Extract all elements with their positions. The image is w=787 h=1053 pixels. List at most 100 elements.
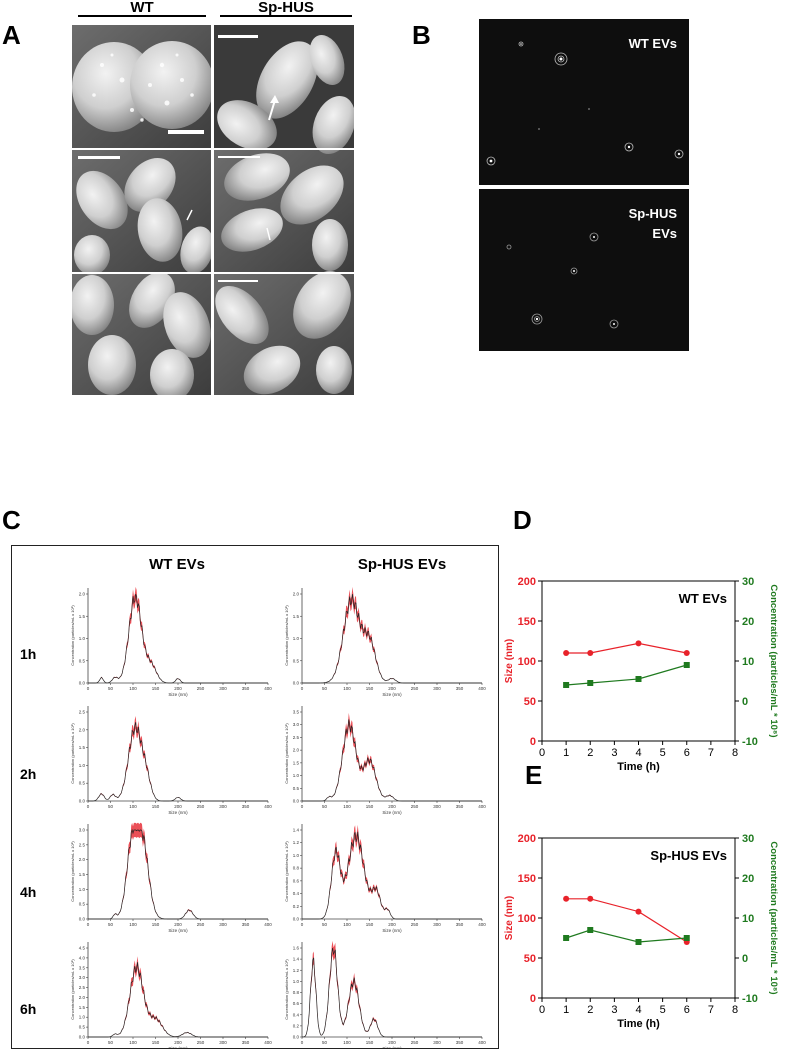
- size-series-line: [566, 898, 688, 943]
- nta-plot-4h-sphus: 0.0 0.2 0.4 0.6 0.8 1.0 1.2 1.4 0 50 100 150 200 250 3…: [284, 824, 486, 933]
- nta-x-tick-label: 150: [152, 922, 160, 927]
- nta-x-tick-label: 200: [388, 922, 396, 927]
- concentration-point: [635, 676, 642, 682]
- nta-y-tick-label: 3.0: [79, 828, 86, 833]
- nta-error-band: [88, 822, 268, 919]
- concentration-series-line: [566, 664, 687, 686]
- left-y-tick-label: 0: [530, 736, 536, 748]
- x-tick-label: 2: [587, 1004, 593, 1016]
- nta-y-tick-label: 1.0: [293, 636, 300, 641]
- nta-y-tick-label: 3.0: [79, 975, 86, 980]
- nta-y-tick-label: 3.5: [79, 965, 86, 970]
- concentration-point: [587, 927, 594, 933]
- nta-y-tick-label: 2.5: [79, 842, 86, 847]
- nta-x-axis-label: Size (nm): [382, 810, 402, 815]
- nta-y-tick-label: 2.0: [293, 592, 300, 597]
- nta-x-axis-label: Size (nm): [168, 1046, 188, 1048]
- left-y-tick-label: 150: [518, 873, 536, 885]
- nta-x-tick-label: 50: [108, 686, 114, 691]
- x-tick-label: 3: [611, 1004, 617, 1016]
- left-y-tick-label: 150: [518, 616, 536, 628]
- x-tick-label: 3: [611, 747, 617, 759]
- concentration-point: [563, 935, 570, 941]
- chart-d: 0 50 100 150 200 -10 0 10 20 30 0 1 2 3 4 5 6 7 8 Time (h) S…: [504, 576, 779, 773]
- nta-x-tick-label: 250: [411, 686, 419, 691]
- nta-y-axis-label: Concentration (particles/mL x 10⁸): [70, 723, 75, 784]
- row-label-6h: 6h: [20, 1001, 37, 1017]
- x-tick-label: 2: [587, 747, 593, 759]
- nta-mean-curve: [302, 593, 482, 684]
- nta-plot-2h-wt: 0.0 0.5 1.0 1.5 2.0 2.5 0 50 100 150 200 250 300 350 4…: [70, 706, 272, 815]
- nta-x-tick-label: 250: [197, 1040, 205, 1045]
- nta-y-tick-label: 1.5: [79, 872, 86, 877]
- right-y-tick-label: 0: [742, 696, 748, 708]
- nta-mean-curve: [87, 722, 268, 802]
- nta-y-tick-label: 2.0: [79, 592, 86, 597]
- x-tick-label: 8: [732, 1004, 738, 1016]
- nta-x-tick-label: 250: [197, 804, 205, 809]
- nta-plot-1h-sphus: 0.0 0.5 1.0 1.5 2.0 0 50 100 150 200 250 300 350 400 S…: [284, 586, 486, 697]
- x-tick-label: 5: [660, 1004, 666, 1016]
- left-y-tick-label: 100: [518, 656, 536, 668]
- x-tick-label: 1: [563, 747, 569, 759]
- right-y-tick-label: 30: [742, 833, 754, 845]
- nta-y-tick-label: 2.5: [79, 710, 86, 715]
- left-y-axis-label: Size (nm): [504, 896, 515, 940]
- nta-x-tick-label: 100: [343, 1040, 351, 1045]
- nta-x-tick-label: 100: [129, 922, 137, 927]
- left-y-tick-label: 200: [518, 833, 536, 845]
- nta-x-tick-label: 400: [264, 1040, 272, 1045]
- nta-error-band: [302, 712, 482, 801]
- nta-y-tick-label: 2.0: [79, 995, 86, 1000]
- nta-y-tick-label: 0.8: [293, 866, 300, 871]
- nta-mean-curve: [301, 947, 482, 1038]
- nta-y-tick-label: 1.4: [293, 957, 300, 962]
- wt-header-line: [78, 15, 206, 17]
- nta-x-axis-label: Size (nm): [168, 810, 188, 815]
- concentration-series-line: [565, 929, 687, 943]
- x-tick-label: 6: [684, 747, 690, 759]
- row-label-4h: 4h: [20, 884, 37, 900]
- nta-x-tick-label: 100: [129, 804, 137, 809]
- nta-label-sphus: Sp-HUS EVs: [629, 204, 677, 244]
- right-y-axis-label: Concentration (particles/mL * 10⁸): [768, 584, 779, 737]
- x-tick-label: 1: [563, 1004, 569, 1016]
- panel-a-col-header-wt: WT: [130, 0, 154, 16]
- nta-y-tick-label: 2.0: [79, 857, 86, 862]
- nta-plot-6h-sphus: 0.0 0.2 0.4 0.6 0.8 1.0 1.2 1.4 1.6 0 50 100 150 200 2…: [284, 940, 486, 1048]
- x-tick-label: 6: [684, 1004, 690, 1016]
- nta-x-tick-label: 150: [152, 804, 160, 809]
- nta-x-tick-label: 200: [174, 922, 182, 927]
- left-y-tick-label: 100: [518, 913, 536, 925]
- nta-x-axis-label: Size (nm): [382, 692, 402, 697]
- nta-y-axis-label: Concentration (particles/mL x 10⁸): [70, 605, 75, 666]
- nta-plot-2h-sphus: 0.0 0.5 1.0 1.5 2.0 2.5 3.0 3.5 0 50 100 150 200 250 3…: [284, 706, 486, 815]
- nta-x-tick-label: 0: [301, 686, 304, 691]
- x-tick-label: 0: [539, 747, 545, 759]
- nta-y-tick-label: 1.5: [293, 760, 300, 765]
- nta-y-tick-label: 0.0: [79, 799, 86, 804]
- nta-x-tick-label: 350: [242, 1040, 250, 1045]
- nta-error-band: [302, 586, 482, 683]
- nta-x-tick-label: 0: [301, 804, 304, 809]
- nta-x-tick-label: 300: [433, 1040, 441, 1045]
- nta-y-tick-label: 0.5: [79, 781, 86, 786]
- nta-y-tick-label: 3.5: [293, 710, 300, 715]
- nta-y-tick-label: 2.0: [79, 727, 86, 732]
- right-y-tick-label: 20: [742, 873, 754, 885]
- concentration-point: [635, 939, 642, 945]
- nta-y-tick-label: 1.0: [293, 979, 300, 984]
- nta-error-band: [88, 586, 268, 683]
- nta-y-tick-label: 0.4: [293, 891, 300, 896]
- nta-x-tick-label: 200: [388, 686, 396, 691]
- size-series-line: [566, 642, 687, 654]
- size-point: [683, 650, 690, 656]
- x-tick-label: 8: [732, 747, 738, 759]
- nta-y-tick-label: 1.0: [293, 773, 300, 778]
- nta-error-band: [88, 715, 268, 801]
- nta-y-tick-label: 0.5: [79, 658, 86, 663]
- nta-y-tick-label: 2.5: [79, 985, 86, 990]
- panel-a-col-header-sphus: Sp-HUS: [258, 0, 314, 16]
- nta-frame-sphus: Sp-HUS EVs: [479, 189, 689, 351]
- nta-y-tick-label: 1.2: [293, 968, 300, 973]
